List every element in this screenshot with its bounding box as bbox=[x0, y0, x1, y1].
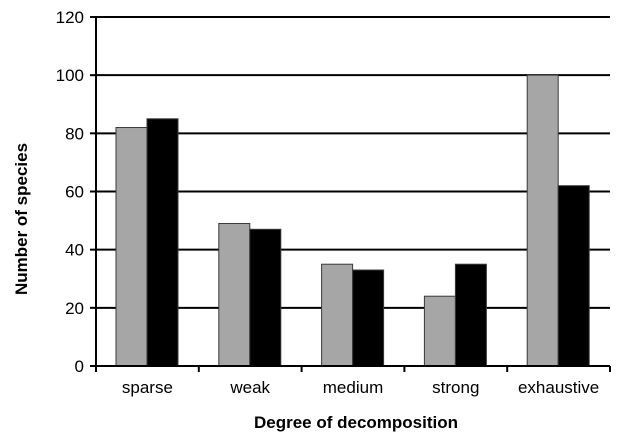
bar bbox=[321, 263, 354, 367]
bars bbox=[115, 74, 590, 367]
x-axis-title: Degree of decomposition bbox=[254, 413, 458, 432]
y-tick-label: 40 bbox=[65, 241, 84, 260]
y-tick-label: 120 bbox=[56, 8, 84, 27]
bar bbox=[557, 185, 590, 367]
y-tick-label: 20 bbox=[65, 299, 84, 318]
y-tick-label: 60 bbox=[65, 183, 84, 202]
y-tick-label: 0 bbox=[75, 357, 84, 376]
x-tick-label: medium bbox=[323, 378, 383, 397]
bar bbox=[423, 295, 456, 367]
bar bbox=[146, 118, 179, 367]
bar bbox=[249, 228, 282, 367]
bar bbox=[526, 74, 559, 367]
tick-labels: 0 20 40 60 80 100 120 sparse weak medium strong exh… bbox=[56, 8, 600, 397]
bar bbox=[352, 269, 385, 367]
x-tick-label: exhaustive bbox=[518, 378, 599, 397]
bar bbox=[454, 263, 487, 367]
bar bbox=[218, 222, 251, 367]
x-tick-label: strong bbox=[432, 378, 479, 397]
axes bbox=[90, 16, 611, 372]
y-axis-title: Number of species bbox=[12, 143, 31, 295]
x-tick-label: weak bbox=[229, 378, 270, 397]
bar bbox=[115, 127, 148, 367]
y-tick-label: 80 bbox=[65, 124, 84, 143]
x-tick-label: sparse bbox=[122, 378, 173, 397]
y-tick-label: 100 bbox=[56, 66, 84, 85]
gridlines bbox=[96, 16, 610, 309]
